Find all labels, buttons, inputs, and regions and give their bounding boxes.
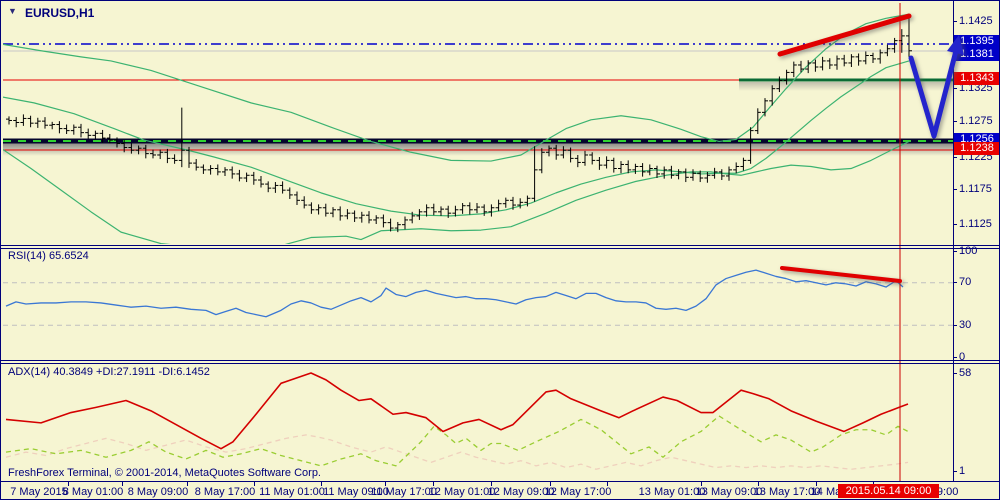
time-axis-label: 13 May 09:00 [695, 486, 763, 498]
panel-separator [1, 248, 999, 249]
scale-tick [953, 224, 957, 225]
scale-tick-label: 1.1425 [959, 15, 993, 27]
price-badge: 1.1343 [954, 72, 999, 85]
time-axis-label: 13 May 17:00 [753, 486, 821, 498]
time-axis-label: 12 May 09:00 [487, 486, 555, 498]
scale-tick-label: 1.1275 [959, 115, 993, 127]
time-axis-label: 8 May 09:00 [127, 486, 189, 498]
time-axis-tick [491, 482, 492, 486]
scale-tick-label: 1.1325 [959, 82, 993, 94]
scale-tick [953, 471, 957, 472]
time-axis-label: 7 May 2015 [10, 486, 68, 498]
time-axis-tick [321, 482, 322, 486]
time-axis-tick [187, 482, 188, 486]
scale-tick [953, 157, 957, 158]
time-axis-label: 12 May 01:00 [428, 486, 496, 498]
axis-separator [1, 481, 999, 482]
time-axis-tick [701, 482, 702, 486]
copyright-text: FreshForex Terminal, © 2001-2014, MetaQu… [8, 467, 321, 479]
scale-tick [953, 189, 957, 190]
price-badge: 1.1395 [954, 35, 999, 48]
scale-tick [953, 121, 957, 122]
scale-tick [953, 282, 957, 283]
scale-tick [953, 373, 957, 374]
time-axis-tick [816, 482, 817, 486]
time-axis-tick [607, 482, 608, 486]
time-axis-tick [385, 482, 386, 486]
panel-separator[interactable] [1, 245, 999, 246]
scale-tick-label: 30 [959, 319, 972, 331]
scale-tick [953, 21, 957, 22]
scale-tick [953, 325, 957, 326]
time-axis-label: 8 May 01:00 [62, 486, 124, 498]
scale-tick-label: 1.1175 [959, 183, 992, 195]
scale-tick [953, 251, 957, 252]
time-axis-tick [550, 482, 551, 486]
scale-tick-label: 100 [959, 245, 978, 257]
time-axis-tick [68, 482, 69, 486]
price-badge: 1.1381 [954, 48, 999, 61]
time-axis-tick [433, 482, 434, 486]
scale-tick-label: 1.1125 [959, 218, 992, 230]
time-axis-label: 11 May 09:00 [323, 486, 389, 498]
scale-tick-label: 1 [959, 465, 966, 477]
time-axis-label: 11 May 01:00 [259, 486, 325, 498]
symbol-title: EURUSD,H1 [25, 6, 95, 20]
scale-tick-label: 58 [959, 367, 972, 379]
scale-tick [953, 88, 957, 89]
scale-tick-label: 0 [959, 351, 966, 363]
time-axis-tick [122, 482, 123, 486]
panel-separator [1, 363, 999, 364]
panel-separator[interactable] [1, 360, 999, 361]
rsi-panel-title: RSI(14) 65.6524 [8, 250, 89, 262]
adx-panel-title: ADX(14) 40.3849 +DI:27.1911 -DI:6.1452 [8, 366, 210, 378]
time-axis-label: 12 May 17:00 [544, 486, 612, 498]
symbol-dropdown-icon[interactable]: ▼ [8, 6, 17, 16]
scale-tick-label: 70 [959, 276, 972, 288]
price-badge: 1.1238 [954, 142, 999, 155]
time-axis-tick [758, 482, 759, 486]
price-scale-separator[interactable] [953, 1, 954, 481]
time-axis-label: 11 May 17:00 [371, 486, 437, 498]
scale-tick [953, 357, 957, 358]
time-axis-label: 8 May 17:00 [194, 486, 256, 498]
time-axis-tick [254, 482, 255, 486]
time-axis-label: 13 May 01:00 [638, 486, 706, 498]
crosshair-time-badge: 2015.05.14 09:00 [838, 484, 939, 498]
